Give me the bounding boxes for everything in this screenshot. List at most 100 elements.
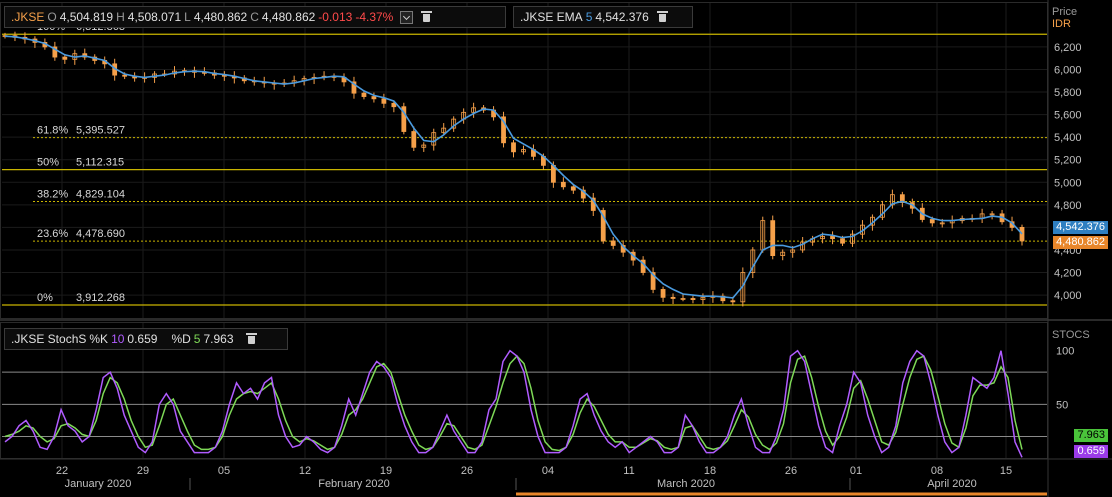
open-value: 4,504.819: [59, 10, 114, 24]
candle-body: [600, 210, 606, 242]
stoch-d-label: %D: [171, 332, 191, 346]
candle-body: [840, 238, 845, 244]
candle-body: [62, 56, 68, 60]
y-tick-label: 4,000: [1054, 290, 1082, 302]
ema-value: 4,542.376: [595, 10, 649, 24]
candle-body: [830, 236, 835, 240]
fib-value-label: 5,112.315: [76, 157, 124, 169]
stoch-y-tick-label: 100: [1056, 346, 1074, 358]
trash-icon[interactable]: [245, 332, 259, 346]
chevron-down-icon[interactable]: [400, 10, 414, 24]
candle-body: [521, 149, 526, 153]
candle-body: [431, 132, 437, 146]
stoch-d-line: [4, 355, 1023, 452]
fib-value-label: 4,829.104: [76, 189, 125, 201]
month-label: January 2020: [65, 478, 132, 490]
candle-body: [790, 249, 796, 253]
candle-body: [1019, 226, 1025, 242]
x-tick-label: 12: [299, 465, 311, 477]
candle-body: [371, 96, 377, 100]
ema-legend[interactable]: .JKSE EMA 5 4,542.376: [513, 6, 693, 28]
y-tick-label: 5,600: [1054, 110, 1082, 122]
y-tick-label: 5,400: [1054, 132, 1082, 144]
stoch-d-period: 5: [193, 332, 201, 346]
x-tick-label: 11: [623, 465, 634, 477]
trash-icon[interactable]: [420, 10, 434, 24]
stoch-d-tag: 7.963: [1074, 429, 1108, 442]
candle-body: [680, 298, 686, 300]
candle-body: [411, 131, 417, 148]
candle-body: [52, 46, 58, 58]
x-tick-label: 22: [56, 465, 68, 477]
x-tick-label: 05: [218, 465, 230, 477]
price-panel-border: [0, 2, 1048, 319]
stoch-k-period: 10: [111, 332, 125, 346]
month-label: February 2020: [318, 478, 390, 490]
candle-body: [820, 236, 825, 240]
trash-icon[interactable]: [656, 10, 670, 24]
fibonacci-levels: 100%6,312.36361.8%5,395.52750%5,112.3153…: [2, 21, 1047, 306]
y-tick-label: 5,800: [1054, 87, 1082, 99]
candle-body: [471, 107, 477, 113]
candle-body: [351, 81, 357, 94]
x-tick-label: 18: [704, 465, 716, 477]
price-series: [2, 31, 1025, 307]
fib-percent-label: 23.6%: [37, 228, 68, 240]
candle-body: [361, 92, 367, 97]
candle-body: [730, 300, 736, 303]
ema-line: [4, 35, 1023, 299]
candle-body: [610, 240, 616, 246]
candle-body: [750, 249, 756, 273]
candle-body: [800, 241, 806, 251]
stoch-k-value: 0.659: [127, 332, 158, 346]
candle-body: [122, 74, 128, 77]
fib-percent-label: 0%: [37, 292, 53, 304]
ema-name: .JKSE EMA: [520, 10, 583, 24]
high-value: 4,508.071: [127, 10, 182, 24]
close-price-tag: 4,480.862: [1053, 236, 1108, 249]
price-legend[interactable]: .JKSE O 4,504.819 H 4,508.071 L 4,480.86…: [4, 6, 506, 28]
price-axis-header: Price IDR: [1052, 6, 1077, 30]
high-label: H: [116, 10, 125, 24]
x-tick-label: 26: [461, 465, 473, 477]
symbol-label[interactable]: .JKSE: [11, 10, 45, 24]
candle-body: [391, 102, 397, 108]
x-tick-label: 19: [380, 465, 392, 477]
ema-price-tag: 4,542.376: [1053, 221, 1108, 234]
candle-body: [401, 106, 407, 132]
candle-body: [929, 219, 935, 224]
low-value: 4,480.862: [193, 10, 248, 24]
y-tick-label: 5,000: [1054, 177, 1082, 189]
stoch-k-label: %K: [89, 332, 109, 346]
x-tick-label: 26: [785, 465, 797, 477]
candle-body: [441, 127, 447, 134]
stoch-k-line: [4, 349, 1023, 458]
candle-body: [899, 194, 905, 203]
candle-body: [690, 298, 696, 300]
candle-body: [770, 220, 776, 257]
fib-percent-label: 38.2%: [37, 189, 68, 201]
fib-value-label: 3,912.268: [76, 292, 125, 304]
candle-body: [511, 142, 516, 153]
y-tick-label: 6,200: [1054, 42, 1082, 54]
stochastic-panel: [4, 349, 1023, 458]
x-tick-label: 15: [1000, 465, 1012, 477]
candle-body: [989, 213, 995, 216]
candle-body: [670, 296, 676, 299]
candle-body: [660, 289, 666, 298]
x-tick-label: 08: [931, 465, 943, 477]
candle-body: [939, 222, 945, 225]
candle-body: [740, 272, 746, 303]
candle-body: [780, 251, 786, 257]
open-label: O: [47, 10, 57, 24]
price-axis-title: Price: [1052, 6, 1078, 18]
y-tick-label: 5,200: [1054, 155, 1082, 167]
candle-body: [570, 186, 576, 191]
month-label: March 2020: [657, 478, 715, 490]
candle-body: [850, 233, 855, 244]
x-tick-label: 04: [542, 465, 554, 477]
stoch-legend[interactable]: .JKSE StochS %K 10 0.659 %D 5 7.963: [4, 328, 288, 350]
change-value: -0.013: [318, 10, 353, 24]
low-label: L: [184, 10, 191, 24]
